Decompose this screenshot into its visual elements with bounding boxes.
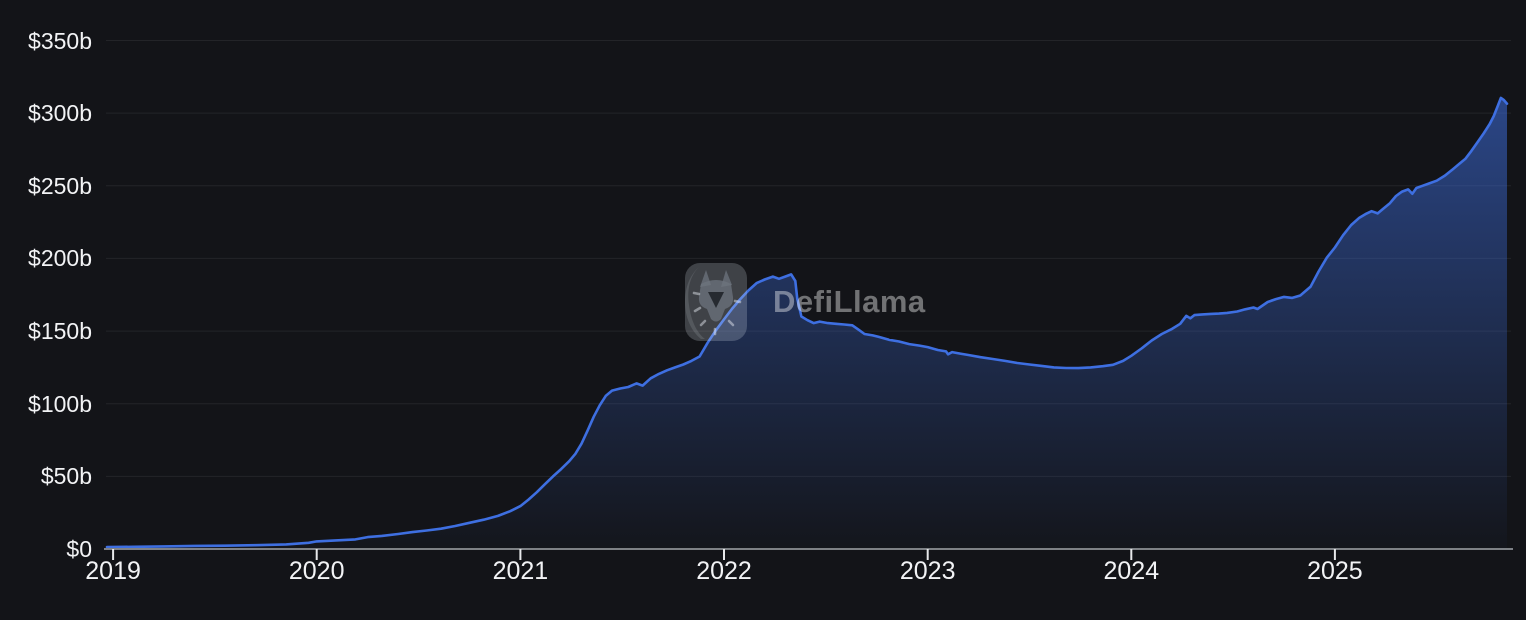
y-axis-label: $100b	[28, 390, 92, 417]
y-axis-label: $200b	[28, 245, 92, 272]
y-axis-label: $0	[66, 536, 92, 562]
x-axis-label: 2024	[1103, 557, 1160, 585]
x-axis-label: 2021	[492, 557, 549, 585]
y-axis-label: $250b	[28, 172, 92, 199]
x-axis-label: 2019	[85, 557, 141, 585]
x-axis-label: 2020	[288, 557, 345, 585]
y-axis-label: $50b	[40, 463, 92, 490]
series-area-fill	[107, 97, 1507, 550]
x-axis-label: 2023	[899, 557, 956, 585]
x-axis-label: 2025	[1307, 557, 1363, 585]
x-axis-label: 2022	[696, 557, 752, 585]
y-axis-label: $150b	[28, 318, 92, 345]
series-line	[105, 96, 1509, 549]
x-axis-tick-marks	[112, 549, 1336, 560]
y-axis-label: $300b	[28, 100, 92, 127]
y-axis-label: $350b	[28, 27, 92, 54]
